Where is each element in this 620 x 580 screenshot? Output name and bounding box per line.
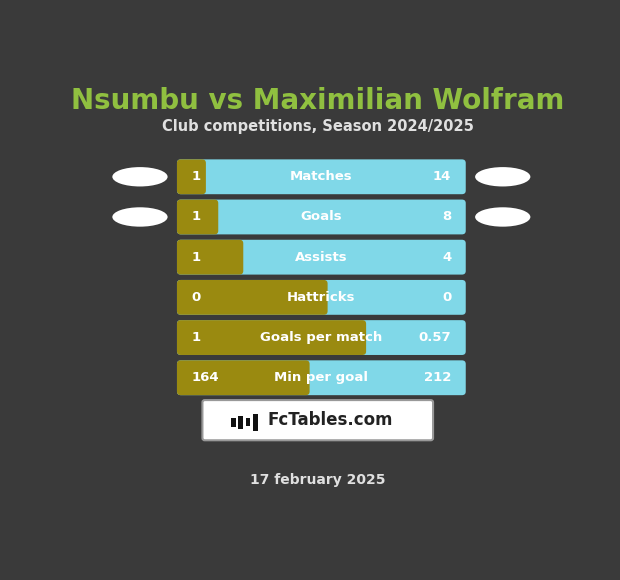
Text: Matches: Matches: [290, 171, 353, 183]
Text: 1: 1: [192, 171, 200, 183]
Text: 164: 164: [192, 371, 219, 385]
Ellipse shape: [112, 207, 167, 227]
FancyBboxPatch shape: [177, 360, 309, 395]
Text: 0: 0: [192, 291, 201, 304]
FancyBboxPatch shape: [246, 418, 250, 426]
Text: Goals: Goals: [301, 211, 342, 223]
FancyBboxPatch shape: [177, 280, 327, 315]
FancyBboxPatch shape: [177, 360, 466, 395]
FancyBboxPatch shape: [253, 414, 258, 431]
FancyBboxPatch shape: [177, 200, 466, 234]
Text: 0: 0: [442, 291, 451, 304]
FancyBboxPatch shape: [177, 240, 466, 274]
Text: Assists: Assists: [295, 251, 348, 264]
Ellipse shape: [475, 167, 530, 187]
Text: Hattricks: Hattricks: [287, 291, 356, 304]
Text: 17 february 2025: 17 february 2025: [250, 473, 386, 487]
Text: 8: 8: [442, 211, 451, 223]
Text: Goals per match: Goals per match: [260, 331, 383, 344]
Text: 1: 1: [192, 211, 200, 223]
Ellipse shape: [112, 167, 167, 187]
Text: 212: 212: [424, 371, 451, 385]
FancyBboxPatch shape: [177, 320, 466, 355]
Text: FcTables.com: FcTables.com: [267, 411, 392, 429]
Text: Club competitions, Season 2024/2025: Club competitions, Season 2024/2025: [162, 119, 474, 134]
FancyBboxPatch shape: [231, 418, 236, 427]
FancyBboxPatch shape: [177, 160, 206, 194]
Text: 14: 14: [433, 171, 451, 183]
FancyBboxPatch shape: [239, 416, 243, 429]
FancyBboxPatch shape: [177, 160, 466, 194]
Ellipse shape: [475, 207, 530, 227]
Text: Min per goal: Min per goal: [275, 371, 368, 385]
FancyBboxPatch shape: [202, 400, 433, 440]
Text: Nsumbu vs Maximilian Wolfram: Nsumbu vs Maximilian Wolfram: [71, 87, 564, 115]
FancyBboxPatch shape: [177, 200, 218, 234]
Text: 1: 1: [192, 251, 200, 264]
FancyBboxPatch shape: [177, 320, 366, 355]
Text: 4: 4: [442, 251, 451, 264]
Text: 1: 1: [192, 331, 200, 344]
FancyBboxPatch shape: [177, 240, 243, 274]
Text: 0.57: 0.57: [418, 331, 451, 344]
FancyBboxPatch shape: [177, 280, 466, 315]
